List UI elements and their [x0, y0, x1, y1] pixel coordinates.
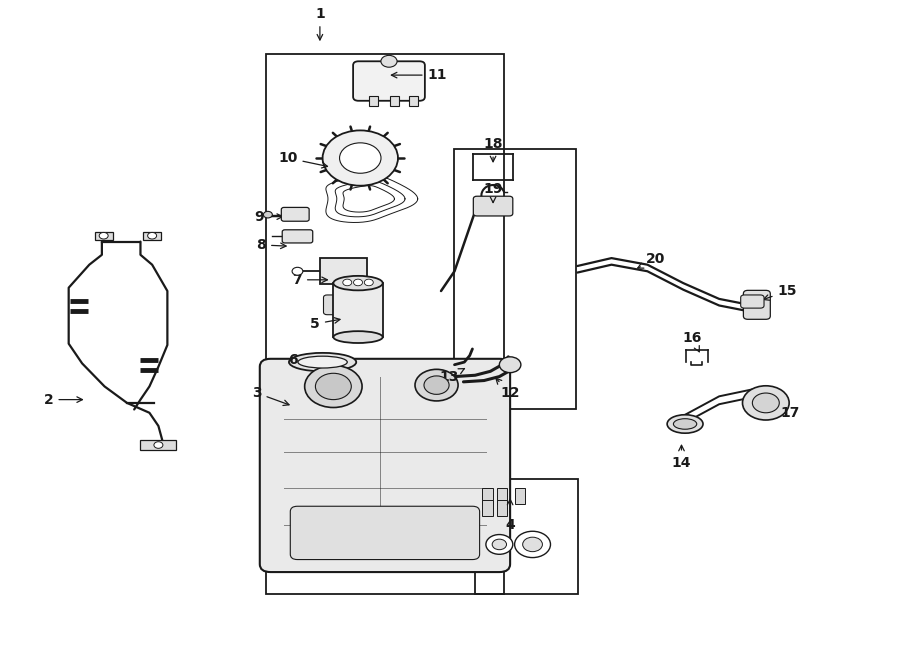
Circle shape [515, 531, 551, 558]
FancyBboxPatch shape [741, 295, 764, 308]
FancyBboxPatch shape [260, 359, 510, 572]
Circle shape [523, 537, 543, 552]
Ellipse shape [673, 418, 697, 429]
Bar [333, 283, 382, 337]
Bar [482, 488, 493, 504]
Text: 11: 11 [392, 68, 447, 82]
Text: 10: 10 [278, 151, 328, 168]
FancyBboxPatch shape [473, 196, 513, 216]
Circle shape [264, 212, 273, 218]
Text: 19: 19 [483, 182, 503, 202]
Text: 14: 14 [671, 446, 691, 469]
Circle shape [339, 143, 381, 173]
Circle shape [486, 535, 513, 555]
Circle shape [415, 369, 458, 401]
Ellipse shape [333, 331, 382, 343]
Text: 6: 6 [288, 353, 320, 367]
Circle shape [99, 233, 108, 239]
Bar [454, 149, 576, 409]
Circle shape [304, 366, 362, 408]
Bar [140, 440, 176, 450]
Bar [390, 96, 399, 106]
FancyBboxPatch shape [282, 208, 309, 221]
Text: 17: 17 [766, 404, 799, 420]
Text: 12: 12 [496, 378, 520, 401]
Bar [497, 488, 508, 504]
Bar [143, 232, 161, 240]
Ellipse shape [289, 353, 356, 371]
Circle shape [381, 56, 397, 67]
Text: 9: 9 [254, 210, 283, 223]
Bar [94, 232, 112, 240]
Circle shape [148, 233, 157, 239]
FancyBboxPatch shape [743, 290, 770, 319]
Bar [475, 479, 579, 594]
Text: 13: 13 [439, 368, 464, 383]
Circle shape [292, 267, 303, 275]
Text: 4: 4 [505, 499, 515, 532]
Text: 18: 18 [483, 137, 503, 162]
Bar [482, 500, 493, 516]
Ellipse shape [667, 414, 703, 433]
FancyBboxPatch shape [291, 506, 480, 560]
FancyBboxPatch shape [323, 295, 352, 315]
Ellipse shape [298, 356, 347, 368]
FancyBboxPatch shape [353, 61, 425, 100]
Circle shape [315, 373, 351, 400]
Bar [320, 258, 366, 284]
Text: 8: 8 [256, 238, 286, 252]
Circle shape [364, 279, 373, 286]
Circle shape [500, 357, 521, 373]
Circle shape [354, 279, 363, 286]
Text: 2: 2 [44, 393, 83, 407]
Text: 5: 5 [310, 317, 340, 331]
Bar [515, 488, 526, 504]
Circle shape [752, 393, 779, 412]
Circle shape [154, 442, 163, 448]
Bar [409, 96, 418, 106]
Ellipse shape [333, 276, 382, 290]
Text: 7: 7 [292, 273, 328, 287]
Text: 1: 1 [315, 7, 325, 40]
Circle shape [322, 130, 398, 186]
Circle shape [424, 376, 449, 395]
Bar [369, 96, 378, 106]
Text: 16: 16 [682, 331, 702, 352]
Circle shape [343, 279, 352, 286]
FancyBboxPatch shape [283, 230, 312, 243]
Circle shape [492, 539, 507, 550]
Circle shape [742, 386, 789, 420]
Text: 15: 15 [763, 284, 797, 300]
Text: 3: 3 [252, 386, 289, 405]
Bar [266, 54, 504, 594]
Text: 20: 20 [638, 253, 665, 268]
Bar [497, 500, 508, 516]
